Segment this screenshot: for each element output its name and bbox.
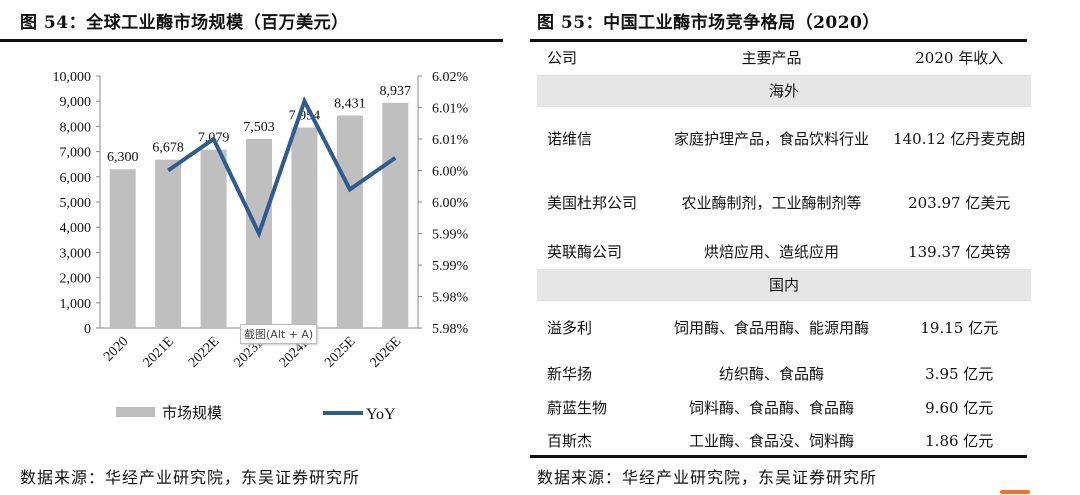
table-row: 英联酶公司 烘焙应用、造纸应用 139.37 亿英镑 xyxy=(537,235,1031,269)
left-tick-label: 8,000 xyxy=(60,120,92,135)
left-source-note: 数据来源：华经产业研究院，东吴证券研究所 xyxy=(20,468,361,487)
left-tick-label: 0 xyxy=(84,322,91,337)
left-tick-label: 4,000 xyxy=(60,221,92,236)
company-cell: 溢多利 xyxy=(547,318,593,337)
right-tick-label: 6.01% xyxy=(432,133,469,148)
products-cell: 农业酶制剂，工业酶制剂等 xyxy=(681,193,862,212)
right-source-note: 数据来源：华经产业研究院，东吴证券研究所 xyxy=(537,468,878,487)
right-tick-label: 5.98% xyxy=(432,322,469,337)
company-cell: 诺维信 xyxy=(547,129,593,148)
bar-data-label: 8,937 xyxy=(380,84,412,99)
x-tick-label: 2022E xyxy=(186,334,222,370)
title-rule xyxy=(0,39,503,42)
products-cell: 饲料酶、食品酶、食品酶 xyxy=(688,399,854,417)
bar-data-label: 8,431 xyxy=(334,97,366,112)
bar xyxy=(291,127,318,328)
legend-bar-swatch xyxy=(116,407,155,417)
left-tick-label: 5,000 xyxy=(60,196,92,211)
bar xyxy=(109,169,136,328)
revenue-cell: 139.37 亿英镑 xyxy=(908,242,1011,261)
table-row: 溢多利 饲用酶、食品用酶、能源用酶 19.15 亿元 xyxy=(537,301,1031,355)
bar xyxy=(382,102,409,328)
bar xyxy=(336,115,363,328)
x-tick-label: 2025E xyxy=(322,334,358,370)
legend-line-label: YoY xyxy=(366,406,396,423)
right-tick-label: 6.00% xyxy=(432,165,469,180)
bar xyxy=(155,159,182,328)
left-tick-label: 9,000 xyxy=(60,95,92,110)
right-tick-label: 5.99% xyxy=(432,259,469,274)
bar-data-label: 6,678 xyxy=(152,141,184,156)
table-row: 百斯杰 工业酶、食品没、饲料酶 1.86 亿元 xyxy=(537,424,1031,459)
company-cell: 美国杜邦公司 xyxy=(547,193,638,212)
left-tick-label: 7,000 xyxy=(60,146,92,161)
table-row: 新华扬 纺织酶、食品酶 3.95 亿元 xyxy=(537,355,1031,393)
company-cell: 英联酶公司 xyxy=(547,242,623,261)
decorative-mark xyxy=(1000,490,1030,494)
revenue-cell: 9.60 亿元 xyxy=(925,399,994,417)
left-tick-label: 10,000 xyxy=(53,70,92,85)
column-header: 公司 xyxy=(547,49,578,67)
competition-table: 公司 主要产品 2020 年收入海外诺维信 家庭护理产品，食品饮料行业 140.12 亿… xyxy=(537,42,1031,459)
table-bottom-rule xyxy=(530,455,1027,458)
right-tick-label: 6.00% xyxy=(432,196,469,211)
section-row: 海外 xyxy=(537,75,1031,107)
x-tick-label: 2026E xyxy=(368,334,404,370)
company-cell: 百斯杰 xyxy=(547,432,593,450)
table-row: 诺维信 家庭护理产品，食品饮料行业 140.12 亿丹麦克朗 xyxy=(537,107,1031,171)
products-cell: 工业酶、食品没、饲料酶 xyxy=(688,432,854,450)
table-row: 美国杜邦公司 农业酶制剂，工业酶制剂等 203.97 亿美元 xyxy=(537,171,1031,235)
right-tick-label: 6.02% xyxy=(432,70,469,85)
section-label: 国内 xyxy=(537,269,1031,301)
screenshot-tooltip: 截图(Alt + A) xyxy=(240,324,318,344)
legend-bar-label: 市场规模 xyxy=(162,405,222,422)
figure-54-title: 图 54：全球工业酶市场规模（百万美元） xyxy=(20,13,349,33)
products-cell: 饲用酶、食品用酶、能源用酶 xyxy=(673,318,869,337)
left-tick-label: 6,000 xyxy=(60,171,92,186)
market-size-chart: 0 1,000 2,000 3,000 4,000 5,000 6,000 7,000 8,00… xyxy=(53,70,469,423)
table-header-row: 公司 主要产品 2020 年收入 xyxy=(537,42,1031,75)
products-cell: 烘焙应用、造纸应用 xyxy=(703,242,839,261)
bar-data-label: 6,300 xyxy=(107,150,139,165)
revenue-cell: 1.86 亿元 xyxy=(925,432,994,450)
company-cell: 蔚蓝生物 xyxy=(547,399,608,417)
x-tick-label: 2021E xyxy=(141,334,177,370)
right-tick-label: 5.98% xyxy=(432,291,469,306)
bar-data-label: 7,503 xyxy=(243,120,275,135)
section-label: 海外 xyxy=(537,75,1031,107)
title-rule xyxy=(530,39,1027,42)
revenue-cell: 19.15 亿元 xyxy=(920,318,999,337)
right-tick-label: 6.01% xyxy=(432,102,469,117)
revenue-cell: 3.95 亿元 xyxy=(925,364,994,383)
left-tick-label: 1,000 xyxy=(60,297,92,312)
figure-55-title: 图 55：中国工业酶市场竞争格局（2020） xyxy=(537,13,880,33)
left-tick-label: 3,000 xyxy=(60,246,92,261)
revenue-cell: 140.12 亿丹麦克朗 xyxy=(893,129,1026,148)
bar xyxy=(200,149,227,328)
company-cell: 新华扬 xyxy=(547,364,593,383)
revenue-cell: 203.97 亿美元 xyxy=(908,193,1011,212)
column-header: 2020 年收入 xyxy=(915,49,1004,67)
yoy-line xyxy=(167,96,397,239)
right-tick-label: 5.99% xyxy=(432,228,469,243)
x-tick-label: 2020 xyxy=(101,334,131,364)
column-header: 主要产品 xyxy=(741,49,802,67)
left-tick-label: 2,000 xyxy=(60,272,92,287)
section-row: 国内 xyxy=(537,269,1031,301)
table-row: 蔚蓝生物 饲料酶、食品酶、食品酶 9.60 亿元 xyxy=(537,393,1031,424)
products-cell: 家庭护理产品，食品饮料行业 xyxy=(673,129,869,148)
products-cell: 纺织酶、食品酶 xyxy=(718,364,824,383)
